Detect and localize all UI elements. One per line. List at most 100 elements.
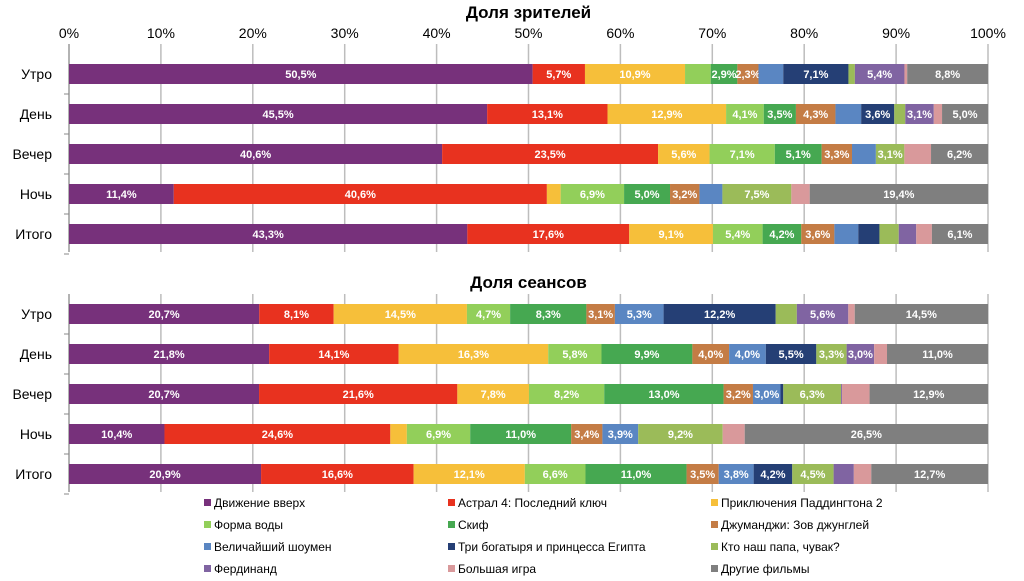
- bar-segment: [571, 424, 603, 444]
- bar-segment: [532, 64, 585, 84]
- data-label: 5,6%: [810, 309, 835, 321]
- bar-segment: [466, 304, 511, 324]
- bar-segment: [875, 144, 905, 164]
- bar-segment: [931, 144, 988, 164]
- data-label: 10,9%: [619, 69, 650, 81]
- bar-segment: [834, 224, 859, 244]
- bar-segment: [638, 424, 723, 444]
- data-label: 7,1%: [803, 69, 828, 81]
- data-label: 17,6%: [533, 229, 564, 241]
- bar-segment: [261, 464, 414, 484]
- legend-item: Форма воды: [214, 518, 283, 532]
- data-label: 5,0%: [635, 189, 660, 201]
- x-tick-label: 10%: [147, 25, 175, 41]
- bar-segment: [904, 64, 908, 84]
- bar-segment: [607, 104, 727, 124]
- bar-segment: [624, 184, 671, 204]
- bar-segment: [670, 184, 700, 204]
- bar-segment: [858, 224, 880, 244]
- data-label: 12,1%: [454, 469, 485, 481]
- bar-segment: [722, 424, 745, 444]
- data-label: 3,6%: [865, 109, 890, 121]
- data-label: 6,1%: [947, 229, 972, 241]
- bar-segment: [821, 144, 852, 164]
- x-tick-label: 0%: [59, 25, 79, 41]
- data-label: 45,5%: [262, 109, 293, 121]
- bar-segment: [69, 344, 270, 364]
- data-label: 6,2%: [947, 149, 972, 161]
- bar-segment: [792, 464, 834, 484]
- data-label: 11,0%: [505, 429, 536, 441]
- bar-segment: [816, 344, 847, 364]
- x-tick-label: 30%: [331, 25, 359, 41]
- chart-title: Доля сеансов: [470, 273, 587, 292]
- data-label: 20,7%: [148, 389, 179, 401]
- bar-segment: [763, 104, 796, 124]
- bar-segment: [69, 104, 488, 124]
- chart-2: Доля сеансов Утро 20,7% 8,1% 14,5% 4,7% 8,3% 3,…: [12, 273, 989, 495]
- data-label: 6,9%: [426, 429, 451, 441]
- data-label: 4,1%: [732, 109, 757, 121]
- bar-segment: [614, 304, 664, 324]
- bar-segment: [390, 424, 407, 444]
- bar-segment: [69, 424, 165, 444]
- category-label: Ночь: [20, 186, 52, 202]
- bar-segment: [861, 104, 895, 124]
- data-label: 21,6%: [343, 389, 374, 401]
- bar-segment: [548, 344, 602, 364]
- bar-segment: [69, 384, 260, 404]
- data-label: 13,0%: [648, 389, 679, 401]
- data-label: 3,6%: [805, 229, 830, 241]
- data-label: 3,8%: [724, 469, 749, 481]
- bar-segment: [744, 424, 988, 444]
- bar-segment: [510, 304, 587, 324]
- legend-swatch: [204, 543, 211, 550]
- data-label: 3,0%: [754, 389, 779, 401]
- bar-segment: [916, 224, 932, 244]
- bar-segment: [604, 384, 724, 404]
- bar-segment: [854, 304, 988, 324]
- bar-segment: [783, 64, 849, 84]
- data-label: 5,4%: [867, 69, 892, 81]
- bar-segment: [546, 184, 561, 204]
- data-label: 3,9%: [608, 429, 633, 441]
- legend-item: Большая игра: [458, 562, 536, 576]
- data-label: 20,9%: [149, 469, 180, 481]
- data-label: 10,4%: [101, 429, 132, 441]
- bar-segment: [709, 144, 775, 164]
- bar-segment: [931, 224, 988, 244]
- data-label: 7,8%: [481, 389, 506, 401]
- bar-segment: [602, 424, 639, 444]
- legend-swatch: [204, 499, 211, 506]
- legend-item: Астрал 4: Последний ключ: [458, 496, 607, 510]
- bar-segment: [718, 464, 754, 484]
- data-label: 7,5%: [744, 189, 769, 201]
- bar-segment: [791, 184, 810, 204]
- data-label: 4,7%: [476, 309, 501, 321]
- bar-segment: [841, 384, 843, 404]
- bar-segment: [933, 104, 943, 124]
- data-label: 14,5%: [906, 309, 937, 321]
- data-label: 12,7%: [914, 469, 945, 481]
- legend-item: Джуманджи: Зов джунглей: [721, 518, 869, 532]
- bar-segment: [413, 464, 525, 484]
- legend-swatch: [711, 565, 718, 572]
- data-label: 40,6%: [240, 149, 271, 161]
- legend-swatch: [204, 565, 211, 572]
- bar-segment: [723, 384, 753, 404]
- data-label: 40,6%: [345, 189, 376, 201]
- category-label: Вечер: [12, 386, 52, 402]
- bar-segment: [406, 424, 471, 444]
- legend-swatch: [448, 521, 455, 528]
- data-label: 8,8%: [935, 69, 960, 81]
- x-tick-label: 100%: [970, 25, 1006, 41]
- category-label: Утро: [21, 306, 52, 322]
- bar-segment: [942, 104, 988, 124]
- bar-segment: [737, 64, 759, 84]
- data-label: 3,1%: [878, 149, 903, 161]
- bar-segment: [726, 104, 764, 124]
- data-label: 5,4%: [725, 229, 750, 241]
- bar-segment: [686, 464, 719, 484]
- data-label: 5,6%: [671, 149, 696, 161]
